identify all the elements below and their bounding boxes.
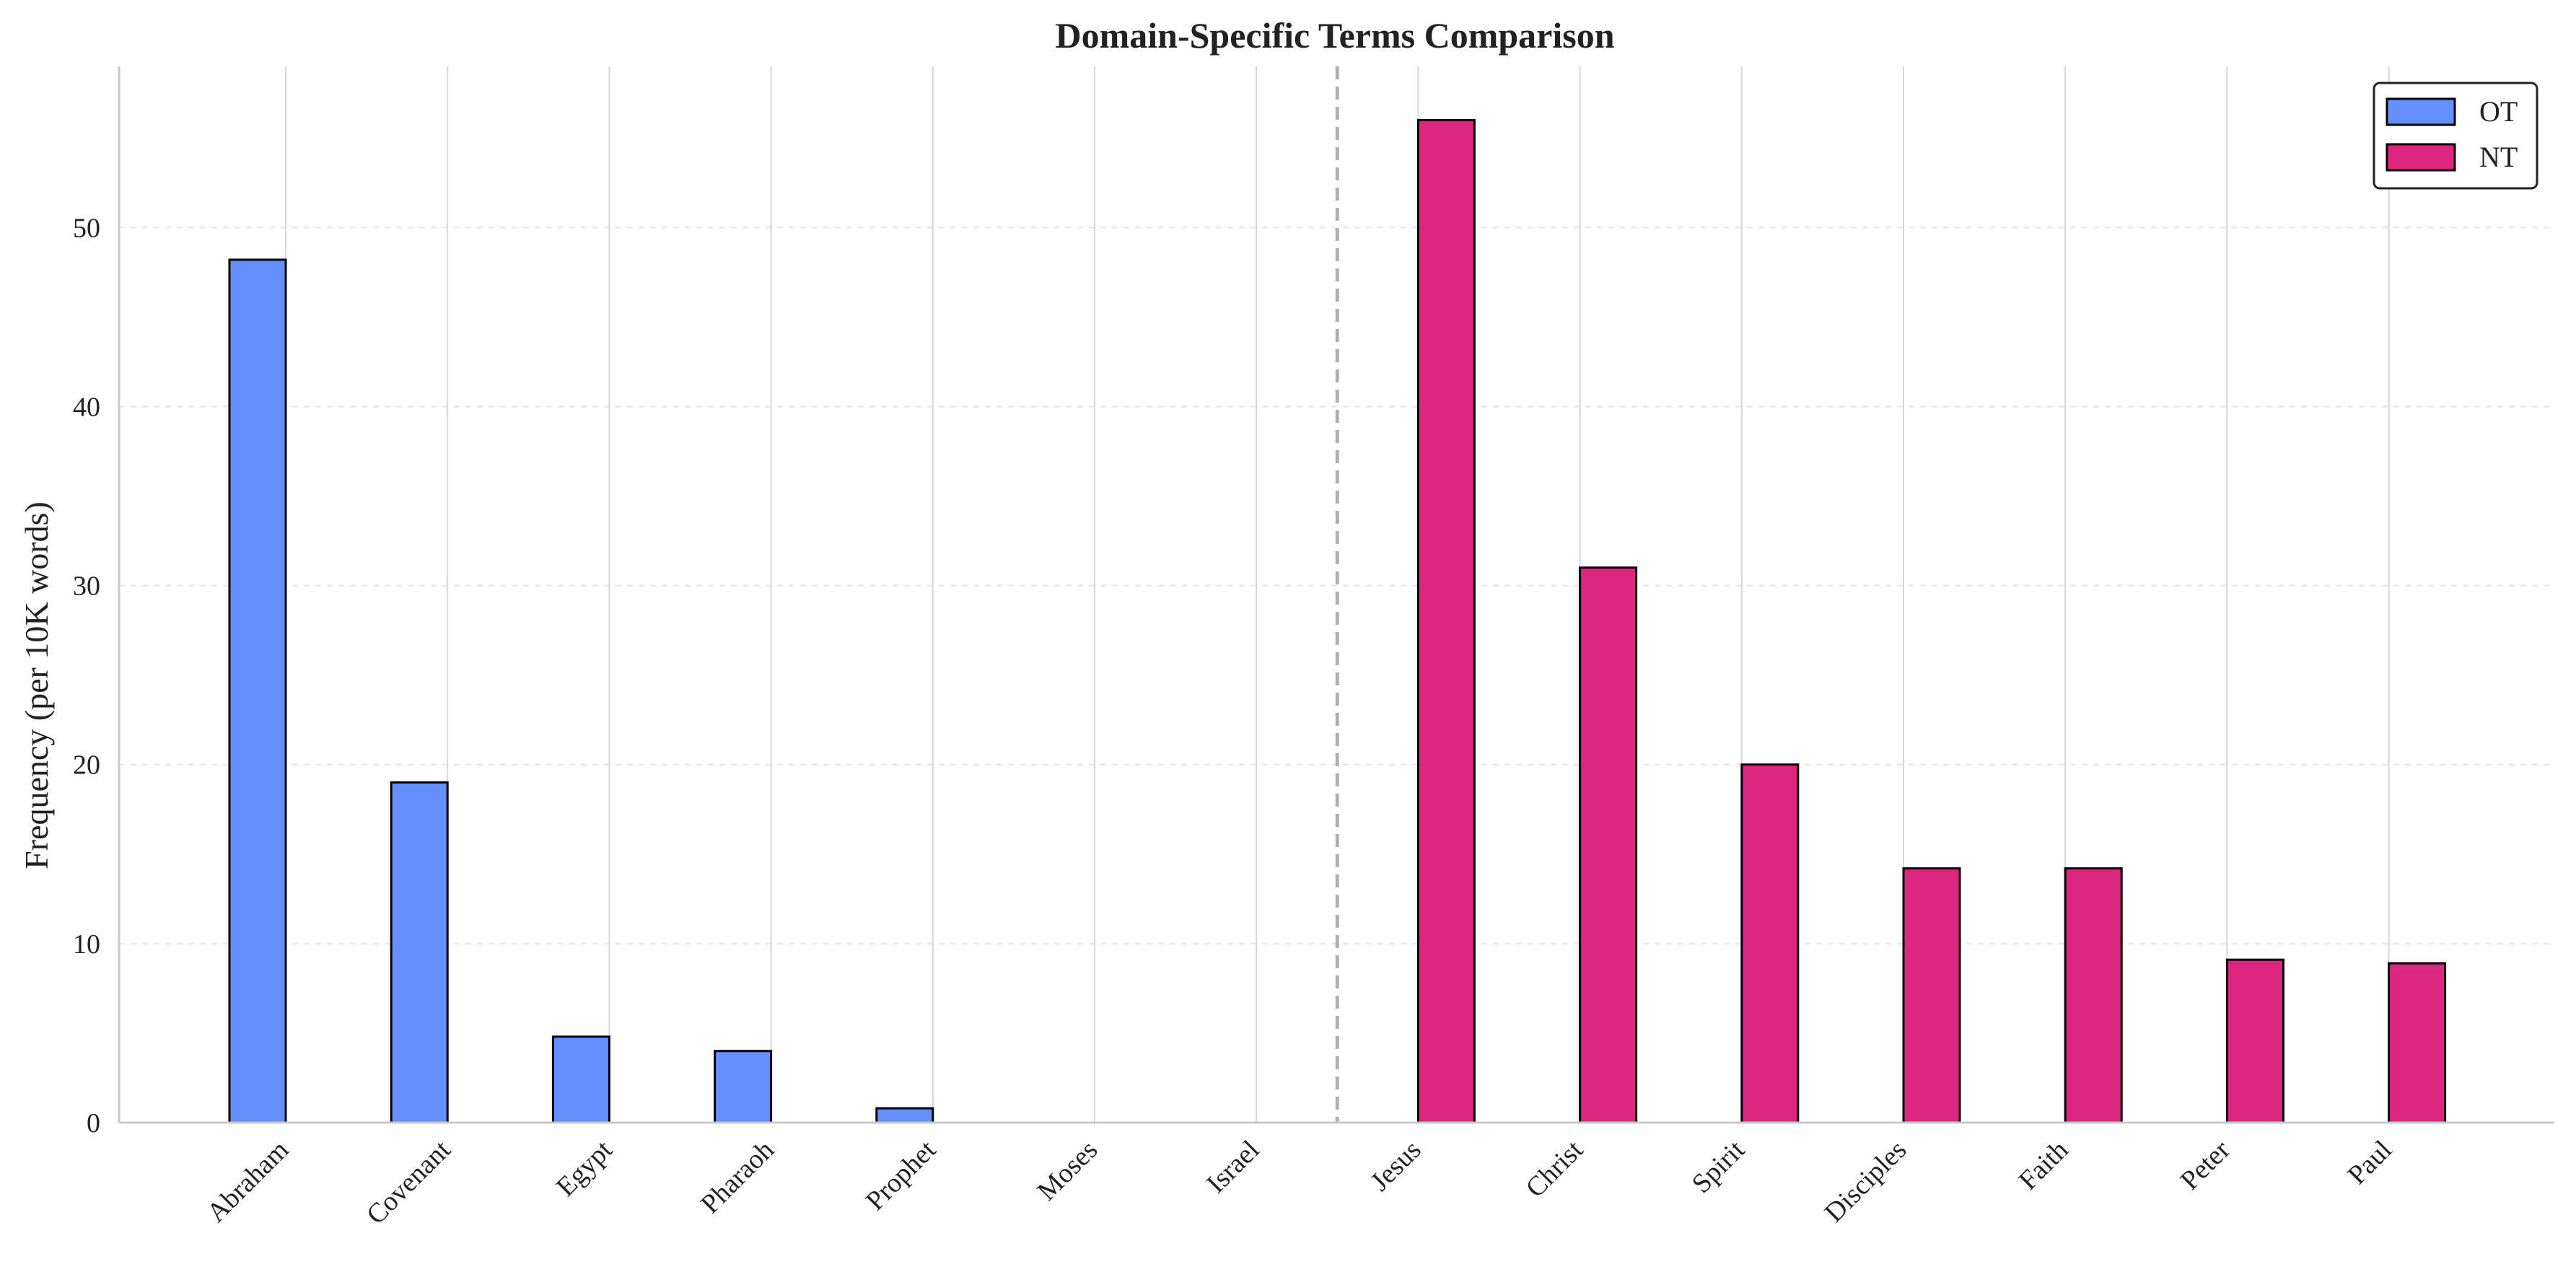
x-tick-label: Disciples (1819, 1135, 1913, 1229)
bar-ot-egypt (551, 1035, 610, 1124)
chart-title: Domain-Specific Terms Comparison (1056, 15, 1615, 56)
x-tick-label: Abraham (201, 1135, 295, 1229)
x-tick-label: Spirit (1686, 1134, 1751, 1199)
x-tick-label: Moses (1031, 1135, 1103, 1207)
bar-ot-pharaoh (714, 1050, 773, 1124)
y-tick-label: 20 (73, 750, 100, 781)
bar-nt-faith (2064, 867, 2123, 1124)
bar-ot-abraham (228, 258, 287, 1124)
x-tick-label: Paul (2341, 1135, 2397, 1190)
legend-label: NT (2479, 141, 2518, 173)
legend-swatch (2386, 143, 2456, 172)
legend-label: OT (2479, 95, 2518, 128)
bar-nt-peter (2225, 958, 2284, 1124)
x-tick-label: Egypt (551, 1134, 618, 1202)
bar-ot-covenant (390, 781, 449, 1124)
axes (118, 66, 2554, 1124)
bars (228, 118, 2447, 1124)
y-tick-label: 40 (73, 392, 100, 422)
x-tick-label: Peter (2175, 1134, 2236, 1195)
bar-nt-disciples (1902, 867, 1961, 1124)
y-tick-label: 50 (73, 213, 100, 243)
x-tick-label: Prophet (860, 1134, 942, 1216)
x-tick-label: Pharaoh (695, 1135, 780, 1220)
y-tick-label: 10 (73, 929, 100, 960)
x-tick-label: Covenant (361, 1134, 457, 1230)
bar-nt-christ (1579, 566, 1638, 1124)
y-tick-label: 30 (73, 571, 100, 602)
bar-nt-jesus (1416, 118, 1476, 1124)
x-tick-label: Jesus (1364, 1135, 1427, 1197)
bar-nt-spirit (1740, 763, 1800, 1124)
x-tick-label: Faith (2013, 1135, 2075, 1196)
bar-nt-paul (2388, 962, 2447, 1124)
x-tick-label: Israel (1201, 1135, 1265, 1199)
x-tick-label: Christ (1520, 1134, 1590, 1203)
legend: OT NT (2373, 82, 2538, 190)
bar-ot-prophet (875, 1107, 934, 1124)
legend-swatch (2386, 97, 2456, 126)
y-tick-label: 0 (87, 1108, 100, 1138)
y-axis-label: Frequency (per 10K words) (18, 501, 55, 869)
